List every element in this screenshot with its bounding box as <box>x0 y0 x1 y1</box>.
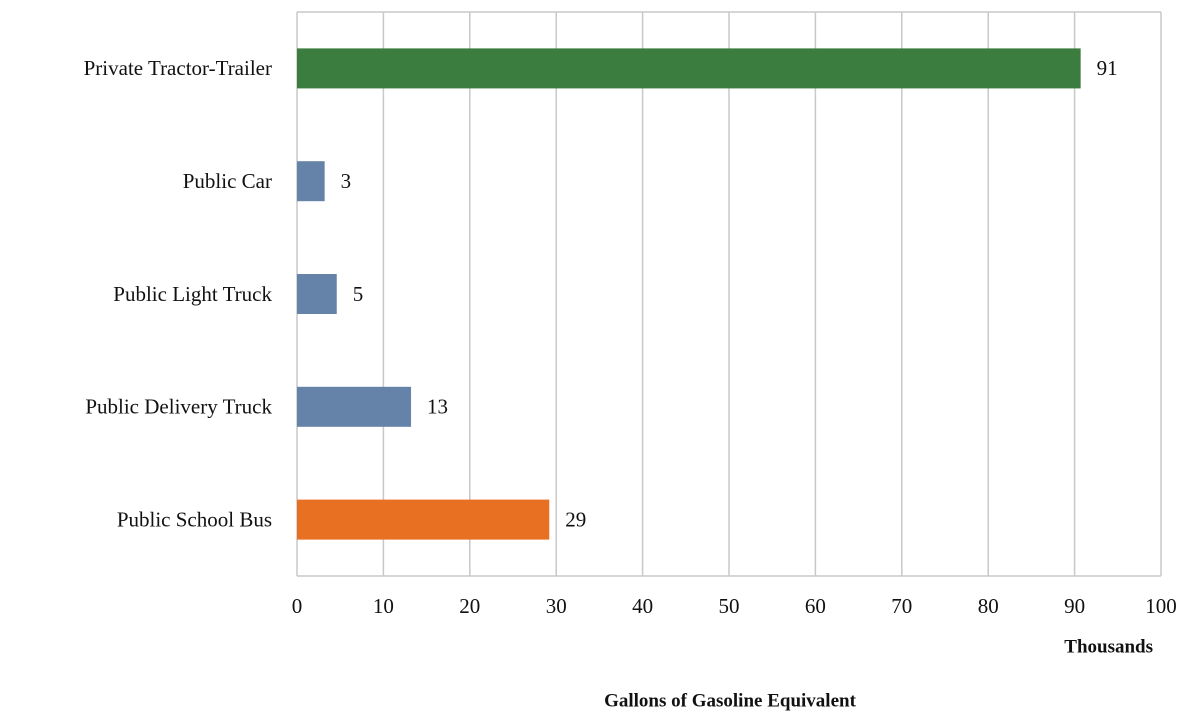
data-label: 91 <box>1097 56 1118 80</box>
x-tick-label: 100 <box>1145 594 1177 618</box>
x-axis-title: Gallons of Gasoline Equivalent <box>604 690 856 711</box>
x-tick-label: 90 <box>1064 594 1085 618</box>
y-tick-label: Private Tractor-Trailer <box>84 56 272 80</box>
y-tick-label: Public Car <box>183 169 272 193</box>
data-label: 13 <box>427 395 448 419</box>
x-tick-label: 20 <box>459 594 480 618</box>
bar <box>297 386 412 427</box>
y-tick-label: Public Light Truck <box>113 282 272 306</box>
bar <box>297 48 1081 89</box>
x-tick-label: 80 <box>978 594 999 618</box>
x-tick-label: 50 <box>719 594 740 618</box>
x-tick-label: 30 <box>546 594 567 618</box>
x-tick-label: 70 <box>891 594 912 618</box>
y-tick-label: Public Delivery Truck <box>85 395 272 419</box>
x-tick-label: 60 <box>805 594 826 618</box>
data-label: 29 <box>565 507 586 531</box>
axis-unit-label: Thousands <box>1064 636 1153 657</box>
y-tick-label: Public School Bus <box>117 507 272 531</box>
data-label: 5 <box>353 282 364 306</box>
x-tick-label: 10 <box>373 594 394 618</box>
bar <box>297 161 325 202</box>
bar <box>297 499 550 540</box>
data-label: 3 <box>341 169 352 193</box>
bar <box>297 274 337 314</box>
x-tick-label: 0 <box>292 594 303 618</box>
x-tick-label: 40 <box>632 594 653 618</box>
